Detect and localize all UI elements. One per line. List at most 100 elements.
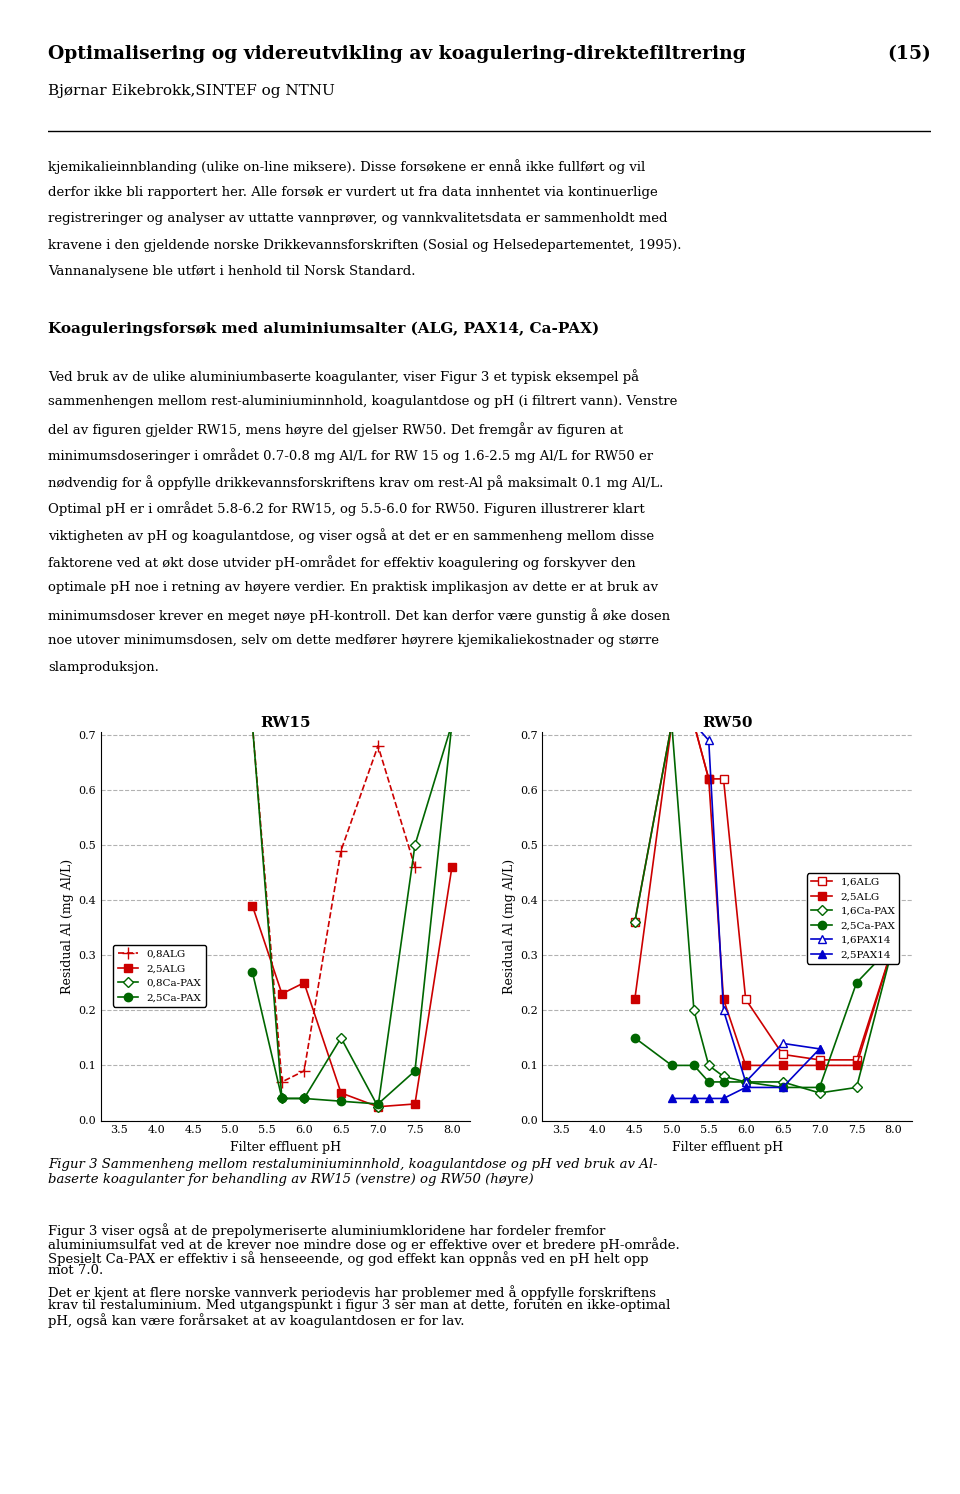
Text: Ved bruk av de ulike aluminiumbaserte koagulanter, viser Figur 3 et typisk eksem: Ved bruk av de ulike aluminiumbaserte ko… [48, 369, 639, 384]
Text: slamproduksjon.: slamproduksjon. [48, 660, 158, 674]
1,6Ca-PAX [666, 714, 678, 732]
Text: faktorene ved at økt dose utvider pH-området for effektiv koagulering og forskyv: faktorene ved at økt dose utvider pH-omr… [48, 554, 636, 569]
Text: krav til restaluminium. Med utgangspunkt i figur 3 ser man at dette, foruten en : krav til restaluminium. Med utgangspunkt… [48, 1300, 670, 1312]
Line: 2,5Ca-PAX: 2,5Ca-PAX [631, 940, 898, 1092]
X-axis label: Filter effluent pH: Filter effluent pH [230, 1141, 341, 1153]
Line: 1,6Ca-PAX: 1,6Ca-PAX [632, 720, 897, 1097]
2,5ALG [372, 1098, 384, 1116]
Line: 2,5PAX14: 2,5PAX14 [667, 1044, 824, 1103]
1,6Ca-PAX [740, 1073, 752, 1091]
0,8Ca-PAX [276, 1089, 288, 1107]
1,6Ca-PAX [629, 913, 640, 931]
2,5ALG [888, 935, 900, 953]
2,5ALG [276, 985, 288, 1002]
2,5ALG [718, 991, 730, 1008]
Text: minimumsdoser krever en meget nøye pH-kontroll. Det kan derfor være gunstig å øk: minimumsdoser krever en meget nøye pH-ko… [48, 608, 670, 623]
2,5Ca-PAX [409, 1062, 420, 1080]
0,8ALG [409, 858, 420, 875]
Text: Koaguleringsforsøk med aluminiumsalter (ALG, PAX14, Ca-PAX): Koaguleringsforsøk med aluminiumsalter (… [48, 321, 599, 336]
2,5PAX14 [777, 1079, 788, 1097]
2,5PAX14 [740, 1079, 752, 1097]
Text: optimale pH noe i retning av høyere verdier. En praktisk implikasjon av dette er: optimale pH noe i retning av høyere verd… [48, 581, 659, 595]
Text: sammenhengen mellom rest-aluminiuminnhold, koagulantdose og pH (i filtrert vann): sammenhengen mellom rest-aluminiuminnhol… [48, 396, 678, 408]
2,5PAX14 [688, 1089, 700, 1107]
2,5PAX14 [703, 1089, 714, 1107]
Text: (15): (15) [887, 45, 931, 63]
1,6ALG [718, 769, 730, 787]
0,8ALG [276, 1073, 288, 1091]
2,5Ca-PAX [777, 1079, 788, 1097]
Text: noe utover minimumsdosen, selv om dette medfører høyrere kjemikaliekostnader og : noe utover minimumsdosen, selv om dette … [48, 635, 659, 647]
Text: del av figuren gjelder RW15, mens høyre del gjelser RW50. Det fremgår av figuren: del av figuren gjelder RW15, mens høyre … [48, 421, 623, 436]
2,5ALG [703, 769, 714, 787]
1,6PAX14 [814, 1040, 826, 1058]
Text: mot 7.0.: mot 7.0. [48, 1264, 104, 1277]
2,5ALG [666, 714, 678, 732]
2,5ALG [688, 714, 700, 732]
1,6Ca-PAX [814, 1085, 826, 1103]
X-axis label: Filter effluent pH: Filter effluent pH [672, 1141, 782, 1153]
2,5Ca-PAX [814, 1079, 826, 1097]
1,6ALG [814, 1050, 826, 1068]
2,5Ca-PAX [740, 1073, 752, 1091]
1,6Ca-PAX [888, 935, 900, 953]
1,6PAX14 [718, 1001, 730, 1019]
2,5ALG [740, 1056, 752, 1074]
2,5Ca-PAX [335, 1092, 347, 1110]
2,5Ca-PAX [247, 962, 258, 980]
2,5ALG [335, 1085, 347, 1103]
0,8Ca-PAX [299, 1089, 310, 1107]
Line: 2,5Ca-PAX: 2,5Ca-PAX [249, 720, 456, 1109]
Line: 0,8Ca-PAX: 0,8Ca-PAX [249, 720, 455, 1110]
Text: kjemikalieinnblanding (ulike on-line miksere). Disse forsøkene er ennå ikke full: kjemikalieinnblanding (ulike on-line mik… [48, 160, 645, 175]
0,8Ca-PAX [446, 714, 458, 732]
Legend: 0,8ALG, 2,5ALG, 0,8Ca-PAX, 2,5Ca-PAX: 0,8ALG, 2,5ALG, 0,8Ca-PAX, 2,5Ca-PAX [113, 946, 205, 1007]
2,5ALG [851, 1056, 862, 1074]
1,6Ca-PAX [851, 1079, 862, 1097]
2,5Ca-PAX [666, 1056, 678, 1074]
Text: Bjørnar Eikebrokk,SINTEF og NTNU: Bjørnar Eikebrokk,SINTEF og NTNU [48, 84, 335, 99]
Text: kravene i den gjeldende norske Drikkevannsforskriften (Sosial og Helsedepartemen: kravene i den gjeldende norske Drikkevan… [48, 239, 682, 252]
Line: 0,8ALG: 0,8ALG [246, 717, 421, 1088]
Line: 2,5ALG: 2,5ALG [249, 864, 456, 1112]
1,6PAX14 [688, 714, 700, 732]
Line: 1,6ALG: 1,6ALG [631, 720, 898, 1064]
2,5PAX14 [814, 1040, 826, 1058]
2,5Ca-PAX [446, 714, 458, 732]
1,6PAX14 [666, 714, 678, 732]
Line: 2,5ALG: 2,5ALG [631, 720, 898, 1070]
0,8ALG [299, 1062, 310, 1080]
1,6PAX14 [703, 732, 714, 750]
2,5Ca-PAX [299, 1089, 310, 1107]
Text: Vannanalysene ble utført i henhold til Norsk Standard.: Vannanalysene ble utført i henhold til N… [48, 266, 416, 278]
Text: Spesielt Ca-PAX er effektiv i så henseeende, og god effekt kan oppnås ved en pH : Spesielt Ca-PAX er effektiv i så henseee… [48, 1250, 649, 1265]
Text: Optimal pH er i området 5.8-6.2 for RW15, og 5.5-6.0 for RW50. Figuren illustrer: Optimal pH er i området 5.8-6.2 for RW15… [48, 502, 645, 517]
0,8ALG [335, 841, 347, 859]
2,5Ca-PAX [372, 1095, 384, 1113]
2,5ALG [247, 896, 258, 914]
1,6ALG [851, 1050, 862, 1068]
Y-axis label: Residual Al (mg Al/L): Residual Al (mg Al/L) [503, 859, 516, 994]
Text: nødvendig for å oppfylle drikkevannsforskriftens krav om rest-Al på maksimalt 0.: nødvendig for å oppfylle drikkevannsfors… [48, 475, 663, 490]
Text: minimumsdoseringer i området 0.7-0.8 mg Al/L for RW 15 og 1.6-2.5 mg Al/L for RW: minimumsdoseringer i området 0.7-0.8 mg … [48, 448, 653, 463]
2,5Ca-PAX [629, 1029, 640, 1047]
Y-axis label: Residual Al (mg Al/L): Residual Al (mg Al/L) [61, 859, 74, 994]
2,5ALG [814, 1056, 826, 1074]
1,6Ca-PAX [718, 1067, 730, 1085]
0,8Ca-PAX [335, 1029, 347, 1047]
1,6Ca-PAX [688, 1001, 700, 1019]
Text: viktigheten av pH og koagulantdose, og viser også at det er en sammenheng mellom: viktigheten av pH og koagulantdose, og v… [48, 527, 654, 542]
Title: RW15: RW15 [260, 716, 311, 729]
2,5Ca-PAX [888, 935, 900, 953]
Text: Optimalisering og videreutvikling av koagulering-direktefiltrering: Optimalisering og videreutvikling av koa… [48, 45, 746, 63]
2,5ALG [777, 1056, 788, 1074]
1,6ALG [666, 714, 678, 732]
1,6ALG [688, 714, 700, 732]
Legend: 1,6ALG, 2,5ALG, 1,6Ca-PAX, 2,5Ca-PAX, 1,6PAX14, 2,5PAX14: 1,6ALG, 2,5ALG, 1,6Ca-PAX, 2,5Ca-PAX, 1,… [807, 874, 900, 964]
Text: Figur 3 Sammenheng mellom restaluminiuminnhold, koagulantdose og pH ved bruk av : Figur 3 Sammenheng mellom restaluminiumi… [48, 1158, 658, 1186]
0,8Ca-PAX [372, 1098, 384, 1116]
0,8ALG [247, 714, 258, 732]
1,6ALG [888, 935, 900, 953]
1,6ALG [629, 913, 640, 931]
2,5ALG [409, 1095, 420, 1113]
